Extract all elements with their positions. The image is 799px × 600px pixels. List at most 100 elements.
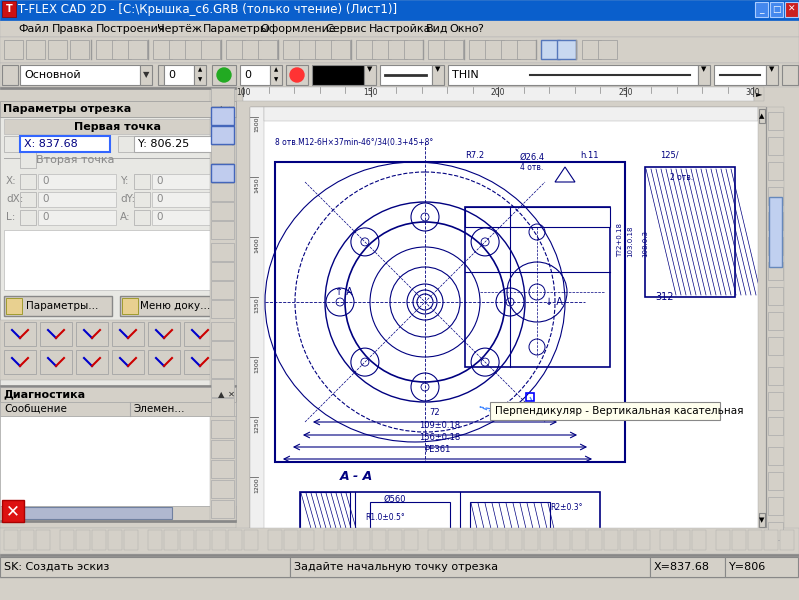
Bar — [300, 530, 314, 550]
Text: SK: Создать эскиз: SK: Создать эскиз — [4, 562, 109, 572]
Text: ►: ► — [225, 510, 230, 516]
Bar — [645, 167, 735, 297]
Bar — [180, 530, 194, 550]
Bar — [211, 202, 234, 220]
Text: А - А: А - А — [340, 470, 373, 484]
Bar — [211, 379, 234, 397]
Text: Меню доку...: Меню доку... — [140, 301, 210, 311]
Bar — [768, 212, 783, 230]
Text: ▲: ▲ — [198, 67, 202, 73]
Bar — [557, 40, 576, 59]
Text: Перпендикуляр - Вертикальная касательная: Перпендикуляр - Вертикальная касательная — [495, 406, 744, 416]
Text: 1500: 1500 — [255, 117, 260, 133]
Bar — [20, 136, 110, 152]
Text: 1250: 1250 — [255, 417, 260, 433]
Bar — [40, 322, 72, 346]
Bar — [228, 530, 242, 550]
Bar — [572, 530, 586, 550]
Text: R2±0.3°: R2±0.3° — [550, 503, 582, 511]
Text: 312: 312 — [655, 292, 674, 302]
Bar — [780, 530, 794, 550]
Bar — [20, 65, 140, 85]
Text: Основной: Основной — [24, 70, 81, 80]
Text: Вторая точка: Вторая точка — [36, 155, 114, 165]
Bar — [768, 447, 783, 465]
Text: Первая точка: Первая точка — [74, 121, 161, 131]
Text: ▼: ▼ — [435, 66, 441, 72]
Text: □: □ — [773, 5, 781, 14]
Bar — [766, 65, 778, 85]
Bar — [428, 530, 442, 550]
Bar — [0, 557, 290, 577]
Text: R7.2: R7.2 — [465, 151, 484, 160]
Bar — [557, 40, 576, 59]
Bar — [476, 530, 490, 550]
Bar — [356, 530, 370, 550]
Bar — [284, 530, 298, 550]
Text: 109±0.18: 109±0.18 — [419, 421, 460, 430]
Bar — [275, 162, 625, 462]
Bar — [38, 192, 116, 207]
Bar — [759, 513, 765, 527]
Bar — [124, 530, 138, 550]
Bar — [134, 174, 150, 189]
Text: Сервис: Сервис — [325, 23, 367, 34]
Bar — [331, 40, 350, 59]
Bar — [6, 298, 22, 314]
Text: 156±0.18: 156±0.18 — [419, 433, 461, 442]
Bar — [324, 530, 338, 550]
Text: 0: 0 — [42, 194, 49, 205]
Bar — [588, 530, 602, 550]
Bar — [210, 87, 236, 522]
Bar — [211, 440, 234, 458]
Bar — [465, 207, 610, 367]
Bar — [465, 207, 610, 227]
Bar — [169, 40, 188, 59]
Bar — [517, 40, 536, 59]
Bar — [604, 530, 618, 550]
Bar — [2, 500, 24, 522]
Bar — [38, 174, 116, 189]
Bar — [768, 237, 783, 255]
Text: dX:: dX: — [6, 194, 23, 205]
Text: Элемен...: Элемен... — [134, 404, 185, 414]
Bar — [211, 107, 234, 125]
Bar — [0, 522, 236, 528]
Text: Y:: Y: — [120, 176, 129, 187]
Bar — [211, 398, 234, 416]
Bar — [76, 530, 90, 550]
Bar — [0, 554, 799, 556]
Bar — [0, 63, 799, 87]
Bar — [184, 350, 216, 374]
Bar — [768, 392, 783, 410]
Text: 0: 0 — [156, 212, 162, 223]
Bar — [768, 187, 783, 205]
Bar — [636, 530, 650, 550]
Bar — [148, 322, 180, 346]
Text: ▲: ▲ — [274, 67, 278, 73]
Bar — [768, 262, 783, 280]
Bar — [211, 281, 234, 299]
Bar — [196, 530, 210, 550]
Bar — [112, 40, 131, 59]
Bar — [650, 557, 725, 577]
Bar — [128, 40, 147, 59]
Text: 72: 72 — [430, 408, 440, 417]
Bar — [0, 20, 799, 37]
Text: _: _ — [759, 5, 764, 14]
Bar — [211, 145, 234, 163]
Bar — [92, 530, 106, 550]
Bar — [768, 367, 783, 385]
Text: X=837.68: X=837.68 — [654, 562, 710, 572]
Bar — [211, 300, 234, 318]
Bar — [194, 65, 206, 85]
Bar — [0, 520, 236, 522]
Bar — [152, 210, 230, 225]
Text: ▼: ▼ — [769, 66, 775, 72]
Text: 0: 0 — [156, 176, 162, 187]
Bar — [370, 502, 450, 547]
Bar — [211, 126, 234, 144]
Text: ▼: ▼ — [759, 517, 765, 523]
Text: Параметры...: Параметры... — [26, 301, 98, 311]
Bar — [768, 137, 783, 155]
